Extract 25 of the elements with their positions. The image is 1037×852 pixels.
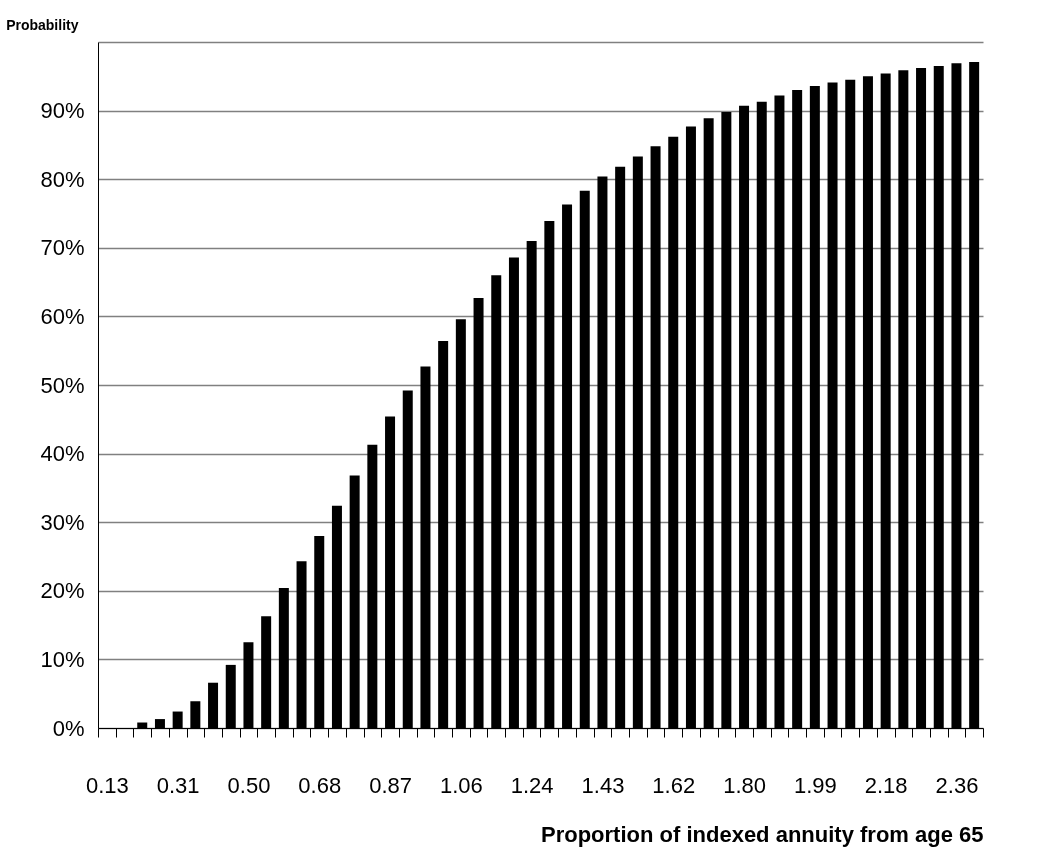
y-tick-label: 40% [40,441,85,467]
x-tick-label: 1.62 [652,772,696,798]
x-tick-label: 1.80 [723,772,766,798]
x-tick-label: 1.24 [510,772,554,798]
x-tick-label: 0.68 [298,772,342,798]
y-tick-label: 70% [40,235,85,261]
y-tick-label: 60% [40,303,85,329]
x-tick-label: 2.18 [864,772,908,798]
y-tick-label: 90% [40,98,85,124]
y-axis-title: Probability [6,16,79,33]
y-tick-label: 30% [40,509,85,535]
y-tick-label: 0% [52,715,85,741]
x-tick-label: 0.31 [156,772,200,798]
x-tick-label: 2.36 [935,772,979,798]
y-tick-label: 50% [40,372,85,398]
x-axis-title: Proportion of indexed annuity from age 65 [541,821,984,847]
y-tick-label: 80% [40,166,85,192]
x-tick-label: 0.13 [85,772,129,798]
x-tick-label: 1.06 [439,772,483,798]
y-tick-label: 10% [40,646,85,672]
y-tick-label: 20% [40,578,85,604]
x-tick-label: 1.99 [793,772,837,798]
x-tick-label: 0.87 [369,772,412,798]
x-tick-label: 1.43 [581,772,625,798]
x-tick-label: 0.50 [227,772,271,798]
